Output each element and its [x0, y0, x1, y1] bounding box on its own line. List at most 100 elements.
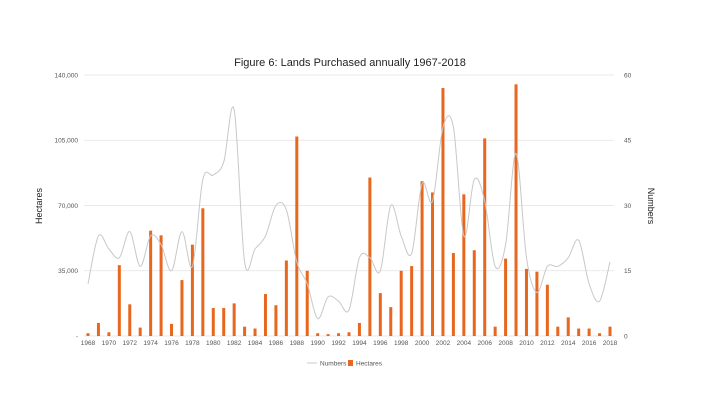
gridlines [84, 74, 614, 337]
x-tick-label: 1970 [102, 340, 117, 347]
x-tick-label: 1984 [248, 340, 263, 347]
bar-hectares-1987 [284, 260, 288, 336]
x-axis-ticks: 1968 1970 1972 1974 1976 1978 1980 1982 1984 1986… [81, 340, 618, 347]
bar-hectares-1995 [368, 177, 372, 336]
x-tick-label: 1996 [373, 340, 388, 347]
y-tick-label: 140,000 [55, 72, 79, 79]
bar-hectares-1981 [222, 308, 226, 336]
x-tick-label: 1978 [185, 340, 200, 347]
y2-tick-label: 30 [624, 203, 632, 210]
x-tick-label: 1972 [123, 340, 138, 347]
hectares-bars [86, 84, 612, 336]
bar-hectares-1988 [295, 136, 299, 336]
bar-hectares-1968 [86, 333, 90, 336]
left-axis-ticks: - 35,000 70,000 105,000 140,000 [55, 72, 79, 340]
x-tick-label: 2004 [457, 340, 472, 347]
x-tick-label: 1968 [81, 340, 96, 347]
x-tick-label: 1994 [352, 340, 367, 347]
bar-hectares-1970 [107, 332, 111, 336]
y2-axis-title: Numbers [646, 188, 656, 225]
bar-hectares-2009 [514, 84, 518, 336]
bar-hectares-2003 [451, 253, 455, 336]
bar-hectares-1982 [232, 303, 236, 336]
bar-hectares-1992 [337, 333, 341, 336]
x-tick-label: 1990 [310, 340, 325, 347]
x-tick-label: 2006 [477, 340, 492, 347]
bar-hectares-1973 [138, 327, 142, 336]
x-tick-label: 1980 [206, 340, 221, 347]
bar-hectares-1978 [190, 244, 194, 336]
x-tick-label: 1976 [164, 340, 179, 347]
y-tick-label: 70,000 [58, 203, 78, 210]
x-tick-label: 1998 [394, 340, 409, 347]
bar-hectares-1972 [128, 304, 132, 336]
legend: Numbers Hectares [307, 360, 383, 368]
bar-hectares-1977 [180, 280, 184, 336]
bar-hectares-1986 [274, 305, 278, 336]
bar-hectares-1984 [253, 328, 257, 336]
legend-hectares-swatch [348, 360, 353, 366]
bar-hectares-1971 [117, 265, 121, 336]
bar-hectares-2000 [420, 181, 424, 336]
bar-hectares-2004 [462, 194, 466, 336]
y2-tick-label: 45 [624, 138, 632, 145]
x-tick-label: 1982 [227, 340, 242, 347]
y-axis-title: Hectares [34, 187, 44, 224]
bar-hectares-1980 [211, 308, 215, 336]
bar-hectares-1969 [96, 322, 100, 336]
bar-hectares-1998 [399, 270, 403, 336]
bar-hectares-2011 [535, 271, 539, 336]
y-tick-label: - [76, 333, 78, 340]
bar-hectares-2017 [598, 333, 602, 336]
bar-hectares-1983 [243, 326, 247, 336]
x-tick-label: 2016 [582, 340, 597, 347]
x-tick-label: 1992 [331, 340, 346, 347]
bar-hectares-1990 [316, 333, 320, 336]
bar-hectares-1994 [357, 322, 361, 336]
numbers-line [87, 106, 611, 320]
y2-tick-label: 60 [624, 72, 632, 79]
bar-hectares-2001 [431, 192, 435, 336]
y-tick-label: 105,000 [55, 138, 79, 145]
bar-hectares-1999 [410, 266, 414, 336]
bar-hectares-1974 [149, 230, 153, 336]
bar-hectares-2008 [504, 258, 508, 336]
x-tick-label: 2018 [603, 340, 618, 347]
x-tick-label: 1986 [269, 340, 284, 347]
right-axis-ticks: 0 15 30 45 60 [624, 72, 632, 340]
x-tick-label: 2008 [498, 340, 513, 347]
bar-hectares-2007 [493, 326, 497, 336]
bar-hectares-1976 [170, 323, 174, 336]
bar-hectares-2002 [441, 88, 445, 336]
x-tick-label: 2012 [540, 340, 555, 347]
bar-hectares-2005 [472, 250, 476, 336]
x-tick-label: 2014 [561, 340, 576, 347]
x-tick-label: 2002 [436, 340, 451, 347]
legend-hectares-label: Hectares [356, 361, 383, 368]
bar-hectares-1996 [378, 293, 382, 336]
bar-hectares-1985 [263, 294, 267, 336]
bar-hectares-1989 [305, 270, 309, 336]
bar-hectares-2012 [545, 284, 549, 336]
y-tick-label: 35,000 [58, 268, 78, 275]
bar-hectares-2014 [566, 317, 570, 336]
bar-hectares-2010 [524, 268, 528, 336]
legend-numbers-label: Numbers [320, 361, 347, 368]
bar-hectares-2013 [556, 326, 560, 336]
x-tick-label: 2010 [519, 340, 534, 347]
bar-hectares-2015 [577, 328, 581, 336]
x-tick-label: 1974 [143, 340, 158, 347]
chart-title: Figure 6: Lands Purchased annually 1967-… [234, 57, 466, 69]
x-tick-label: 2000 [415, 340, 430, 347]
bar-hectares-2016 [587, 328, 591, 336]
y2-tick-label: 0 [624, 333, 628, 340]
bar-hectares-1991 [326, 334, 330, 336]
bar-hectares-2018 [608, 326, 612, 336]
bar-hectares-1993 [347, 332, 351, 336]
y2-tick-label: 15 [624, 268, 632, 275]
x-tick-label: 1988 [290, 340, 305, 347]
bar-hectares-1975 [159, 235, 163, 336]
bar-hectares-2006 [483, 138, 487, 336]
